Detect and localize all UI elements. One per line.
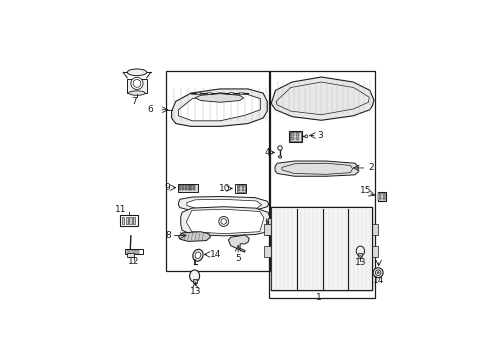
Ellipse shape (133, 80, 141, 87)
Bar (382, 193, 385, 196)
Polygon shape (171, 89, 267, 126)
Text: 7: 7 (131, 97, 137, 106)
Bar (120, 215, 138, 226)
Ellipse shape (376, 271, 379, 274)
Bar (295, 137, 299, 140)
Bar (166, 71, 269, 270)
Text: 6: 6 (147, 105, 153, 114)
Bar (378, 193, 381, 196)
Ellipse shape (375, 270, 380, 275)
Bar (218, 92, 222, 94)
Bar (289, 132, 301, 141)
Bar (127, 253, 133, 257)
Polygon shape (178, 94, 260, 121)
Bar (125, 249, 142, 255)
Text: 15: 15 (359, 186, 370, 195)
Bar (192, 279, 196, 283)
Bar (187, 185, 189, 190)
Bar (178, 184, 198, 192)
Ellipse shape (218, 216, 228, 226)
Ellipse shape (131, 77, 143, 90)
Bar (129, 217, 131, 225)
Bar (377, 193, 385, 200)
Ellipse shape (189, 270, 199, 282)
Text: 2: 2 (367, 163, 373, 172)
Ellipse shape (127, 69, 146, 76)
Bar (179, 185, 181, 190)
Bar (290, 133, 294, 136)
Polygon shape (181, 207, 269, 236)
Ellipse shape (278, 156, 281, 158)
Bar (130, 250, 132, 253)
Text: 1: 1 (315, 293, 321, 302)
Bar (206, 92, 211, 94)
Ellipse shape (358, 256, 361, 258)
Bar (371, 224, 378, 235)
Ellipse shape (305, 135, 307, 138)
Ellipse shape (372, 268, 382, 278)
Bar (288, 131, 302, 141)
Polygon shape (178, 197, 268, 211)
Text: 9: 9 (164, 183, 169, 192)
Text: 14: 14 (372, 276, 384, 285)
Bar (241, 189, 244, 191)
Polygon shape (265, 219, 270, 235)
Bar (238, 92, 243, 94)
Ellipse shape (277, 146, 282, 150)
Bar (235, 184, 246, 193)
Polygon shape (127, 79, 146, 93)
Ellipse shape (195, 252, 201, 258)
Polygon shape (178, 232, 210, 242)
Text: 12: 12 (128, 257, 139, 266)
Bar (378, 197, 381, 199)
Ellipse shape (192, 249, 203, 261)
Text: 8: 8 (165, 231, 171, 240)
Bar (122, 217, 124, 225)
Bar (133, 250, 136, 253)
Bar (290, 137, 294, 140)
Text: 3: 3 (317, 131, 323, 140)
Bar (137, 250, 139, 253)
Bar (382, 197, 385, 199)
Polygon shape (186, 199, 261, 210)
Ellipse shape (128, 91, 145, 95)
Bar (133, 217, 135, 225)
Bar (358, 253, 362, 256)
Bar (241, 186, 244, 188)
Bar (182, 185, 183, 190)
Bar (295, 133, 299, 136)
Text: 13: 13 (189, 287, 201, 296)
Polygon shape (228, 235, 249, 252)
Bar (228, 92, 233, 94)
Text: 4: 4 (264, 148, 269, 157)
Text: 13: 13 (355, 258, 366, 267)
Bar (193, 185, 195, 190)
Bar (184, 185, 186, 190)
Bar (190, 185, 192, 190)
Bar (270, 207, 371, 291)
Bar (237, 189, 240, 191)
Polygon shape (195, 94, 243, 102)
Text: 10: 10 (219, 184, 230, 193)
Bar (268, 71, 375, 298)
Bar (237, 186, 240, 188)
Bar (195, 92, 200, 94)
Bar (371, 246, 378, 257)
Text: 5: 5 (235, 254, 241, 263)
Text: 11: 11 (114, 205, 126, 214)
Ellipse shape (221, 219, 226, 224)
Polygon shape (274, 161, 357, 176)
Bar (125, 217, 128, 225)
Bar (264, 224, 270, 235)
Bar (236, 185, 244, 192)
Polygon shape (186, 209, 264, 234)
Ellipse shape (355, 246, 364, 256)
Polygon shape (271, 77, 373, 120)
Bar (127, 250, 129, 253)
Bar (264, 246, 270, 257)
Text: 14: 14 (209, 250, 221, 259)
Bar (377, 192, 386, 201)
